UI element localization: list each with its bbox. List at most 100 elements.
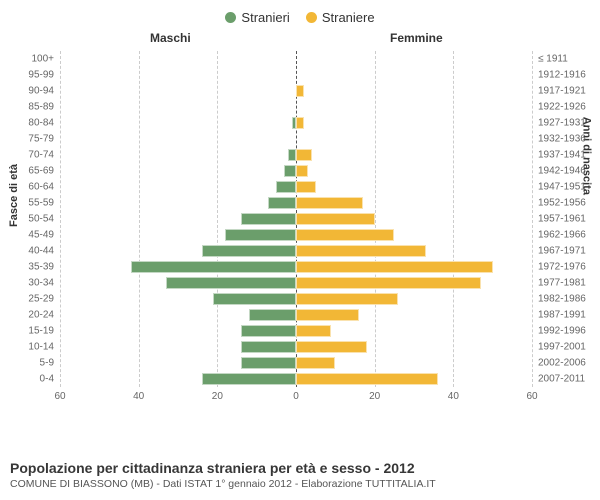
birth-label: 1942-1946: [538, 166, 598, 177]
table-row: 95-991912-1916: [60, 67, 532, 83]
age-label: 70-74: [0, 150, 54, 161]
birth-label: 1962-1966: [538, 230, 598, 241]
age-label: 40-44: [0, 246, 54, 257]
table-row: 55-591952-1956: [60, 195, 532, 211]
x-tick: 60: [526, 391, 537, 402]
male-bar: [241, 213, 296, 225]
birth-label: 1922-1926: [538, 102, 598, 113]
rows: 100+≤ 191195-991912-191690-941917-192185…: [60, 51, 532, 387]
female-bar: [296, 373, 438, 385]
male-header: Maschi: [150, 31, 191, 45]
top-labels: Maschi Femmine: [0, 31, 600, 47]
age-label: 25-29: [0, 294, 54, 305]
female-bar: [296, 197, 363, 209]
chart-area: Fasce di età Anni di nascita 100+≤ 19119…: [0, 47, 600, 427]
age-label: 20-24: [0, 310, 54, 321]
female-swatch: [306, 12, 317, 23]
male-bar: [131, 261, 296, 273]
birth-label: 1947-1951: [538, 182, 598, 193]
male-bar: [241, 341, 296, 353]
female-header: Femmine: [390, 31, 443, 45]
table-row: 45-491962-1966: [60, 227, 532, 243]
age-label: 80-84: [0, 118, 54, 129]
chart-source: COMUNE DI BIASSONO (MB) - Dati ISTAT 1° …: [10, 478, 590, 490]
birth-label: 1972-1976: [538, 262, 598, 273]
table-row: 0-42007-2011: [60, 371, 532, 387]
table-row: 50-541957-1961: [60, 211, 532, 227]
age-label: 35-39: [0, 262, 54, 273]
birth-label: ≤ 1911: [538, 54, 598, 65]
female-bar: [296, 341, 367, 353]
male-swatch: [225, 12, 236, 23]
age-label: 85-89: [0, 102, 54, 113]
birth-label: 1977-1981: [538, 278, 598, 289]
table-row: 10-141997-2001: [60, 339, 532, 355]
female-bar: [296, 229, 394, 241]
x-tick: 40: [133, 391, 144, 402]
age-label: 0-4: [0, 374, 54, 385]
female-bar: [296, 245, 426, 257]
table-row: 90-941917-1921: [60, 83, 532, 99]
age-label: 65-69: [0, 166, 54, 177]
female-bar: [296, 277, 481, 289]
female-bar: [296, 149, 312, 161]
age-label: 5-9: [0, 358, 54, 369]
male-bar: [202, 373, 296, 385]
table-row: 30-341977-1981: [60, 275, 532, 291]
birth-label: 1992-1996: [538, 326, 598, 337]
birth-label: 1927-1931: [538, 118, 598, 129]
legend: Stranieri Straniere: [0, 0, 600, 31]
table-row: 65-691942-1946: [60, 163, 532, 179]
table-row: 15-191992-1996: [60, 323, 532, 339]
female-bar: [296, 85, 304, 97]
male-bar: [284, 165, 296, 177]
male-bar: [241, 357, 296, 369]
age-label: 60-64: [0, 182, 54, 193]
legend-male: Stranieri: [225, 10, 289, 25]
male-bar: [276, 181, 296, 193]
legend-male-label: Stranieri: [241, 10, 289, 25]
birth-label: 1932-1936: [538, 134, 598, 145]
x-tick: 20: [212, 391, 223, 402]
female-bar: [296, 165, 308, 177]
female-bar: [296, 357, 335, 369]
birth-label: 1952-1956: [538, 198, 598, 209]
birth-label: 1997-2001: [538, 342, 598, 353]
age-label: 55-59: [0, 198, 54, 209]
legend-female-label: Straniere: [322, 10, 375, 25]
male-bar: [268, 197, 296, 209]
age-label: 15-19: [0, 326, 54, 337]
age-label: 45-49: [0, 230, 54, 241]
age-label: 10-14: [0, 342, 54, 353]
x-tick: 40: [448, 391, 459, 402]
male-bar: [225, 229, 296, 241]
x-axis: 6040200204060: [60, 389, 532, 407]
birth-label: 1912-1916: [538, 70, 598, 81]
female-bar: [296, 213, 375, 225]
male-bar: [202, 245, 296, 257]
table-row: 25-291982-1986: [60, 291, 532, 307]
age-label: 50-54: [0, 214, 54, 225]
table-row: 40-441967-1971: [60, 243, 532, 259]
male-bar: [288, 149, 296, 161]
birth-label: 2002-2006: [538, 358, 598, 369]
x-tick: 60: [54, 391, 65, 402]
birth-label: 1982-1986: [538, 294, 598, 305]
female-bar: [296, 293, 398, 305]
table-row: 70-741937-1941: [60, 147, 532, 163]
table-row: 80-841927-1931: [60, 115, 532, 131]
table-row: 5-92002-2006: [60, 355, 532, 371]
age-label: 100+: [0, 54, 54, 65]
footer: Popolazione per cittadinanza straniera p…: [10, 460, 590, 490]
birth-label: 1957-1961: [538, 214, 598, 225]
female-bar: [296, 261, 493, 273]
female-bar: [296, 309, 359, 321]
table-row: 20-241987-1991: [60, 307, 532, 323]
age-label: 75-79: [0, 134, 54, 145]
age-label: 90-94: [0, 86, 54, 97]
birth-label: 2007-2011: [538, 374, 598, 385]
female-bar: [296, 181, 316, 193]
table-row: 75-791932-1936: [60, 131, 532, 147]
birth-label: 1917-1921: [538, 86, 598, 97]
birth-label: 1967-1971: [538, 246, 598, 257]
